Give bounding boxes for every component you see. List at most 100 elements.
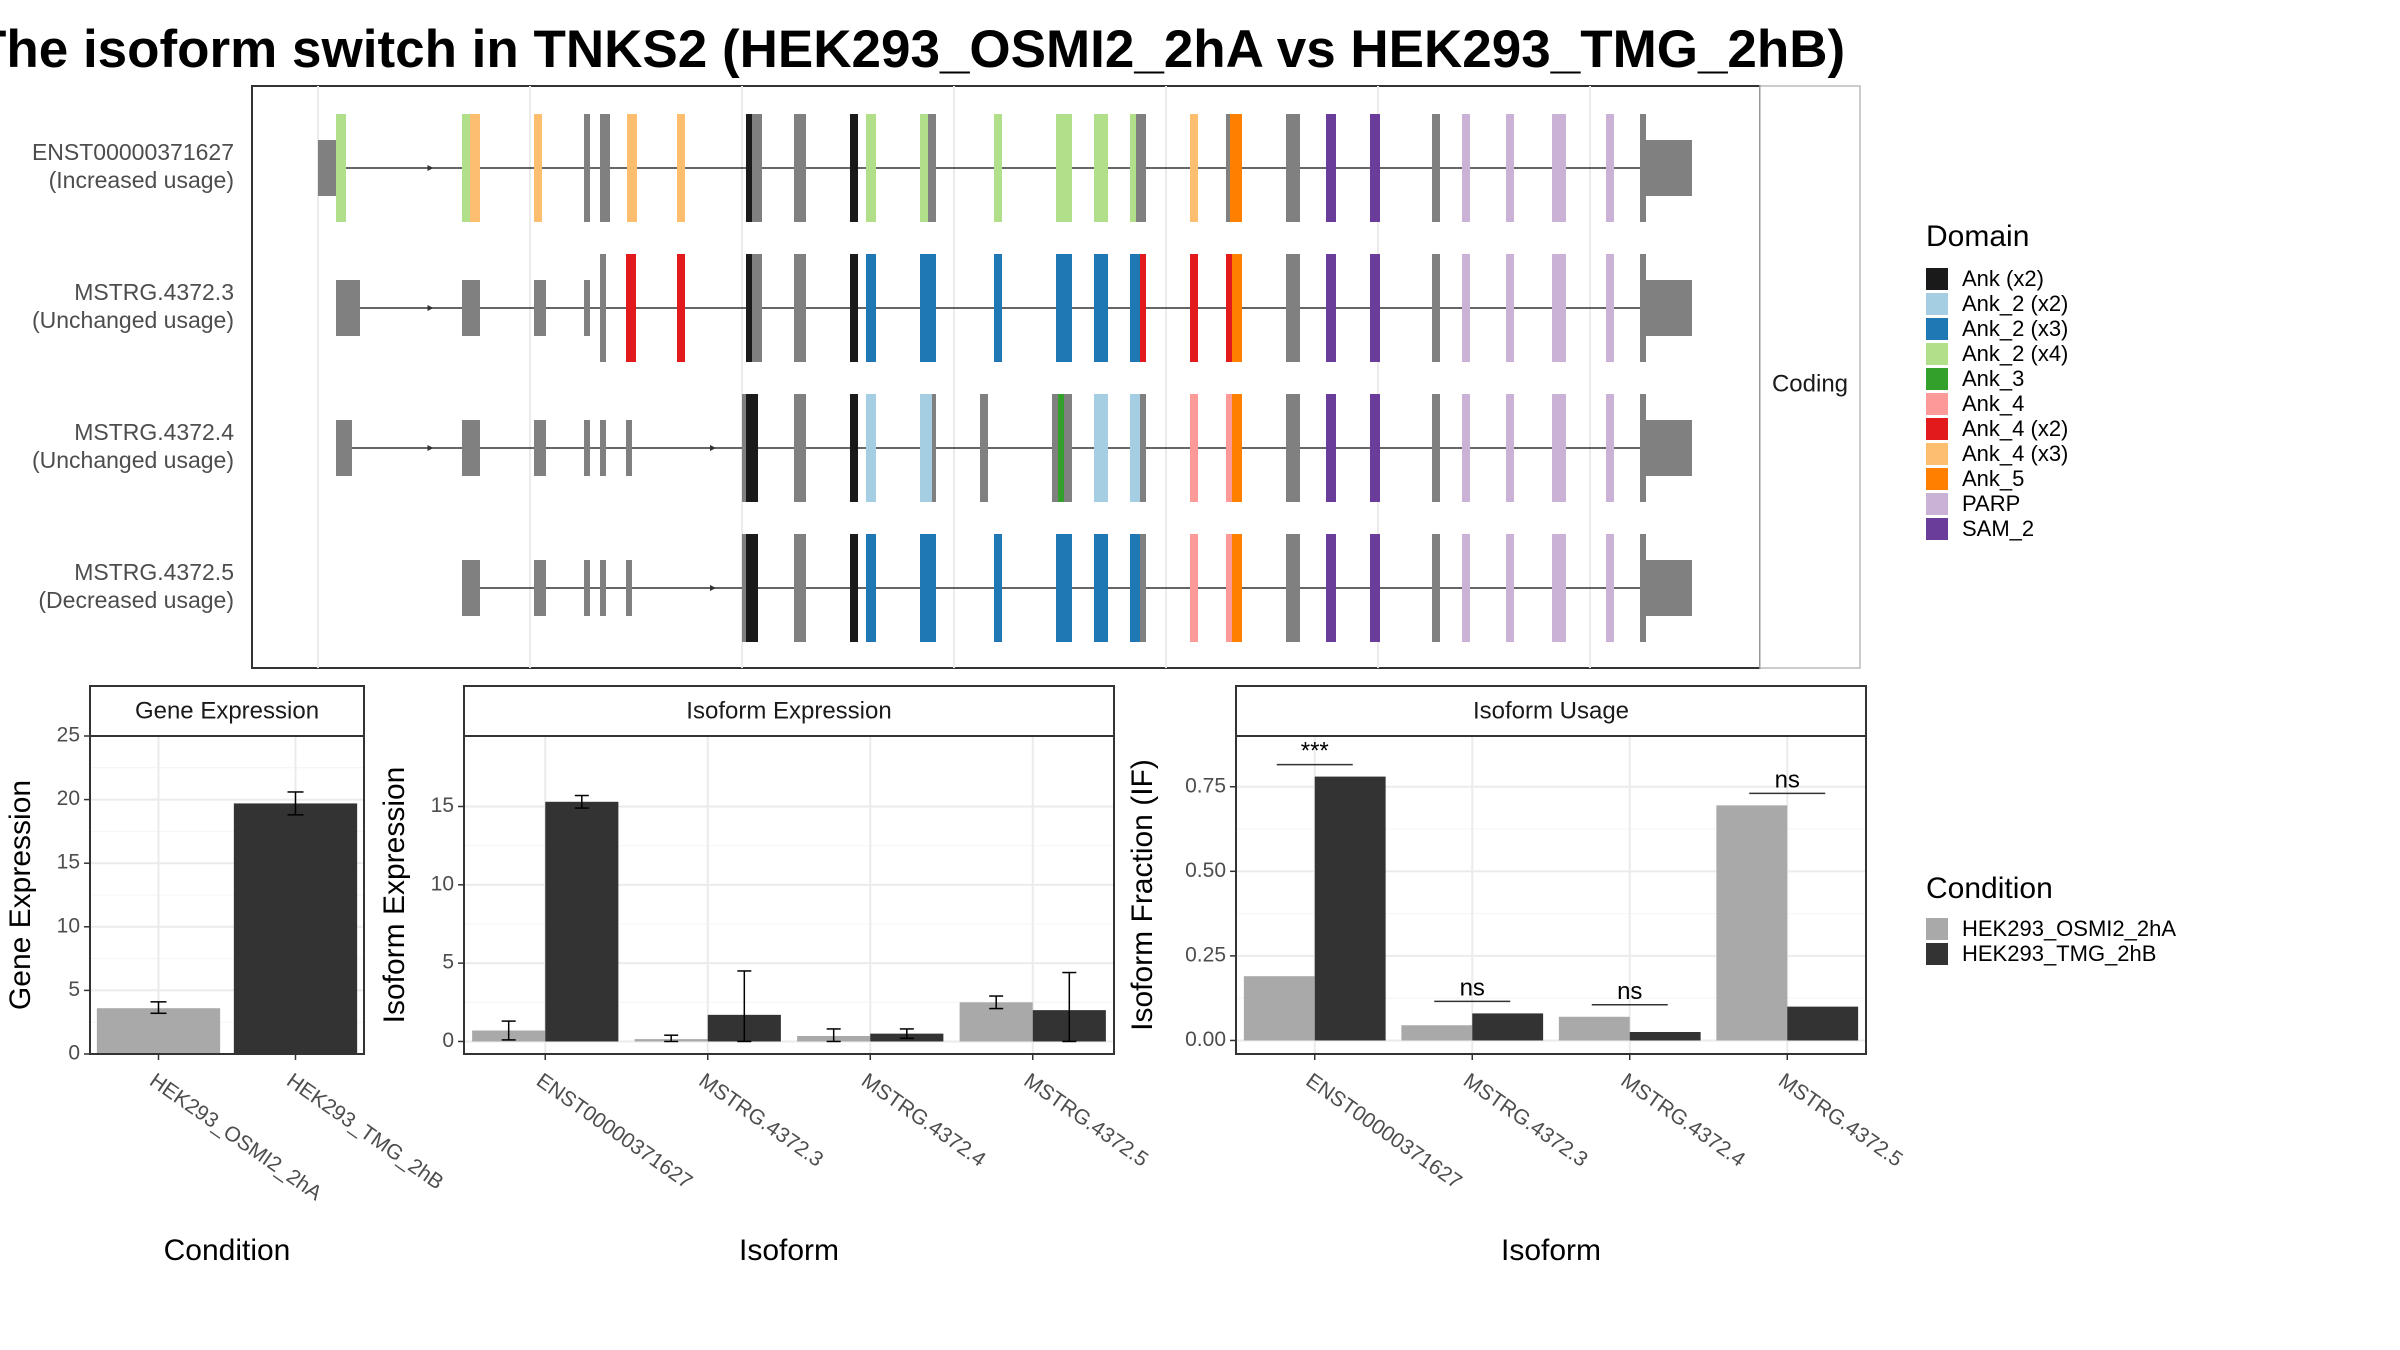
y-tick-label: 0.75 — [1185, 774, 1226, 797]
legend-label: Ank (x2) — [1962, 266, 2044, 291]
exon — [584, 114, 590, 222]
exon — [1370, 534, 1380, 642]
y-tick-label: 0.50 — [1185, 859, 1226, 882]
exon — [920, 114, 928, 222]
panel-strip — [89, 685, 365, 737]
strand-arrow — [710, 585, 716, 591]
legend-label: Ank_2 (x4) — [1962, 341, 2068, 366]
exon — [600, 114, 610, 222]
legend-label: HEK293_TMG_2hB — [1962, 941, 2156, 966]
exon — [850, 254, 858, 362]
legend-label: Ank_3 — [1962, 366, 2024, 391]
legend-swatch — [1926, 318, 1948, 340]
y-tick-label: 10 — [57, 914, 80, 937]
exon — [994, 534, 1002, 642]
exon — [746, 114, 752, 222]
exon — [1064, 394, 1072, 502]
exon — [1606, 114, 1614, 222]
exon — [850, 114, 858, 222]
exon — [920, 254, 936, 362]
legend-label: Ank_4 — [1962, 391, 2024, 416]
y-tick-label: 15 — [431, 794, 454, 817]
exon — [794, 114, 806, 222]
exon — [462, 560, 480, 616]
exon — [534, 420, 546, 476]
legend-swatch — [1926, 418, 1948, 440]
exon — [1506, 114, 1514, 222]
x-tick-label: MSTRG.4372.5 — [1774, 1069, 1907, 1172]
y-tick-label: 5 — [442, 951, 454, 974]
exon — [1232, 394, 1242, 502]
exon — [1056, 114, 1072, 222]
exon — [1506, 394, 1514, 502]
y-tick-label: 0 — [68, 1042, 80, 1065]
exon — [1552, 114, 1566, 222]
exon — [928, 114, 936, 222]
legend-swatch — [1926, 443, 1948, 465]
y-axis-title: Isoform Expression — [378, 767, 411, 1024]
x-axis-title: Isoform — [1501, 1234, 1601, 1267]
bar — [1243, 976, 1315, 1041]
exon — [1646, 280, 1692, 336]
condition-legend-title: Condition — [1926, 872, 2053, 905]
significance-label: ns — [1460, 974, 1485, 1001]
exon — [336, 280, 360, 336]
strand-arrow — [710, 445, 716, 451]
exon — [1230, 114, 1242, 222]
exon — [1462, 534, 1470, 642]
legend-label: Ank_2 (x2) — [1962, 291, 2068, 316]
exon — [1094, 114, 1108, 222]
exon — [1056, 534, 1072, 642]
exon — [850, 534, 858, 642]
exon — [336, 420, 352, 476]
y-tick-label: 25 — [57, 724, 80, 747]
exon — [1286, 254, 1300, 362]
significance-label: ns — [1775, 766, 1800, 793]
exon — [1432, 394, 1440, 502]
exon — [1646, 420, 1692, 476]
exon — [1094, 394, 1108, 502]
exon — [1462, 254, 1470, 362]
y-tick-label: 0.00 — [1185, 1028, 1226, 1051]
legend-label: Ank_5 — [1962, 466, 2024, 491]
exon — [1232, 534, 1242, 642]
bar — [1401, 1025, 1473, 1041]
exon — [994, 254, 1002, 362]
exon — [1606, 534, 1614, 642]
panel-strip — [1235, 685, 1867, 737]
legend-swatch — [1926, 493, 1948, 515]
exon — [462, 280, 480, 336]
x-tick-label: MSTRG.4372.4 — [1617, 1069, 1750, 1172]
legend-swatch — [1926, 293, 1948, 315]
exon — [1640, 394, 1646, 502]
panel-title: Isoform Usage — [1473, 697, 1629, 724]
isoform-name: MSTRG.4372.3 — [74, 279, 234, 305]
bar — [1472, 1013, 1544, 1041]
legend-swatch — [1926, 393, 1948, 415]
exon — [866, 394, 876, 502]
exon — [336, 114, 346, 222]
isoform-track — [462, 534, 1692, 642]
bar — [1558, 1016, 1630, 1041]
exon — [1606, 394, 1614, 502]
exon — [742, 534, 746, 642]
exon — [677, 254, 685, 362]
exon — [1286, 394, 1300, 502]
exon — [794, 394, 806, 502]
exon — [1462, 394, 1470, 502]
exon — [1140, 534, 1146, 642]
panel-strip — [463, 685, 1115, 737]
x-tick-label: ENST00000371627 — [532, 1069, 696, 1194]
exon — [1640, 114, 1646, 222]
strand-arrow — [427, 305, 434, 311]
exon — [1130, 394, 1140, 502]
legend-label: Ank_2 (x3) — [1962, 316, 2068, 341]
exon — [932, 394, 936, 502]
exon — [534, 114, 542, 222]
exon — [1552, 534, 1566, 642]
exon — [1640, 254, 1646, 362]
exon — [1094, 254, 1108, 362]
bar — [1629, 1032, 1701, 1041]
legend-label: HEK293_OSMI2_2hA — [1962, 916, 2176, 941]
exon — [584, 560, 590, 616]
